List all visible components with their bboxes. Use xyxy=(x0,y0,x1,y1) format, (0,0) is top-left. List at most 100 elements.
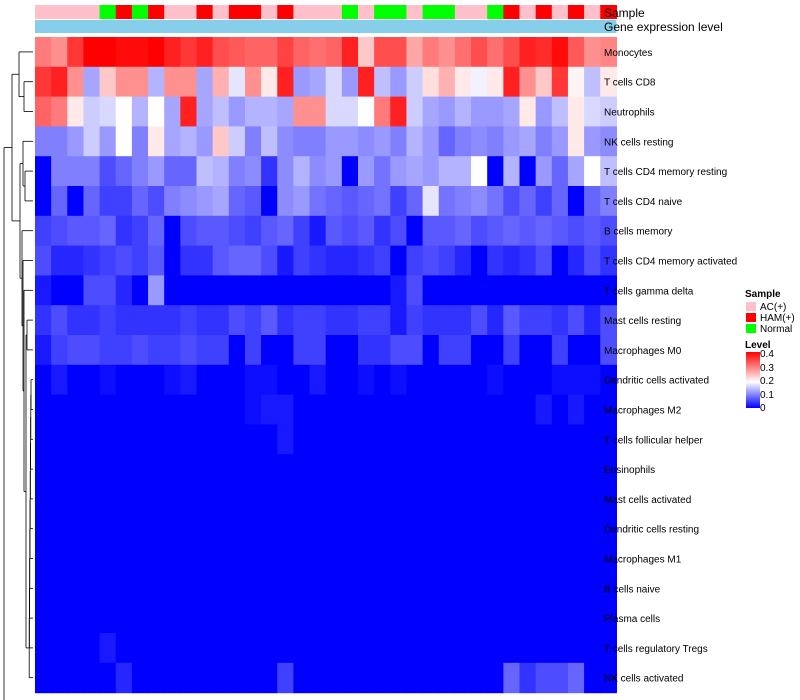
sample-annotation-cell xyxy=(293,5,311,19)
heatmap-cell xyxy=(519,37,537,68)
heatmap-cell xyxy=(454,454,472,485)
heatmap-cell xyxy=(406,37,424,68)
heatmap-cell xyxy=(293,275,311,306)
heatmap-cell xyxy=(212,275,230,306)
heatmap-cell xyxy=(164,543,181,574)
heatmap-cell xyxy=(341,394,359,425)
heatmap-cell xyxy=(277,633,294,664)
heatmap-cell xyxy=(422,543,440,574)
heatmap-cell xyxy=(406,662,424,694)
heatmap-cell xyxy=(584,662,601,694)
heatmap-cell xyxy=(374,215,391,247)
heatmap-cell xyxy=(115,96,133,127)
heatmap-cell xyxy=(584,126,601,157)
heatmap-cell xyxy=(503,37,521,68)
heatmap-cell xyxy=(277,305,294,336)
heatmap-cell xyxy=(519,275,537,306)
heatmap-cell xyxy=(519,96,537,127)
heatmap-cell xyxy=(277,394,294,425)
heatmap-cell xyxy=(67,633,85,664)
sample-annotation-cell xyxy=(374,5,391,19)
heatmap-cell xyxy=(406,335,424,366)
heatmap-cell xyxy=(309,126,327,157)
heatmap-cell xyxy=(83,275,101,306)
heatmap-cell xyxy=(131,335,149,366)
heatmap-cell xyxy=(535,424,553,455)
heatmap-cell xyxy=(341,96,359,127)
heatmap-cell xyxy=(341,454,359,485)
heatmap-cell xyxy=(115,126,133,157)
heatmap-cell xyxy=(519,543,537,574)
heatmap-cell xyxy=(567,633,585,664)
heatmap-cell xyxy=(261,484,278,515)
heatmap-cell xyxy=(115,394,133,425)
heatmap-cell xyxy=(600,66,617,98)
heatmap-cell xyxy=(503,96,521,127)
heatmap-cell xyxy=(131,305,149,336)
heatmap-cell xyxy=(244,633,262,664)
sample-annotation-cell xyxy=(180,5,198,19)
heatmap-cell xyxy=(67,215,85,247)
heatmap-cell xyxy=(390,245,408,276)
heatmap-cell xyxy=(164,662,181,694)
heatmap-cell xyxy=(148,335,165,366)
row-label: Macrophages M2 xyxy=(604,406,682,417)
heatmap-cell xyxy=(277,66,294,98)
legend-label-ham: HAM(+) xyxy=(760,313,795,324)
heatmap-cell xyxy=(51,394,68,425)
heatmap-cell xyxy=(325,633,343,664)
heatmap-cell xyxy=(325,603,343,634)
heatmap-cell xyxy=(503,335,521,366)
heatmap-cell xyxy=(261,573,278,604)
heatmap-cell xyxy=(83,424,101,455)
heatmap-cell xyxy=(148,573,165,604)
heatmap-cell xyxy=(567,96,585,127)
heatmap-cell xyxy=(131,37,149,68)
heatmap-cell xyxy=(261,543,278,574)
heatmap-cell xyxy=(519,364,537,396)
heatmap-cell xyxy=(551,126,569,157)
heatmap-cell xyxy=(535,156,553,187)
heatmap-cell xyxy=(83,513,101,545)
sample-annotation-cell xyxy=(390,5,408,19)
heatmap-cell xyxy=(503,603,521,634)
heatmap-cell xyxy=(519,305,537,336)
heatmap-cell xyxy=(503,424,521,455)
heatmap-cell xyxy=(99,126,117,157)
heatmap-cell xyxy=(277,364,294,396)
heatmap-cell xyxy=(600,275,617,306)
heatmap-cell xyxy=(164,633,181,664)
row-labels: Monocytes T cells CD8 Neutrophils NK cells … xyxy=(604,48,737,685)
heatmap-cell xyxy=(83,662,101,694)
heatmap-cell xyxy=(503,364,521,396)
heatmap-cell xyxy=(584,543,601,574)
heatmap-cell xyxy=(390,484,408,515)
heatmap-cell xyxy=(600,513,617,545)
sample-annotation-cell xyxy=(422,5,440,19)
heatmap-cell xyxy=(35,364,52,396)
heatmap-cell xyxy=(503,245,521,276)
heatmap-cell xyxy=(535,484,553,515)
heatmap-cell xyxy=(277,126,294,157)
heatmap-cell xyxy=(471,633,488,664)
heatmap-cell xyxy=(487,633,504,664)
heatmap-cell xyxy=(471,156,488,187)
sample-annotation-cell xyxy=(228,5,246,19)
heatmap-cell xyxy=(567,275,585,306)
heatmap-cell xyxy=(535,335,553,366)
heatmap-cell xyxy=(228,156,246,187)
heatmap-cell xyxy=(487,513,504,545)
heatmap-cell xyxy=(600,454,617,485)
heatmap-cell xyxy=(83,186,101,217)
heatmap-cell xyxy=(83,126,101,157)
sample-annotation-cell xyxy=(487,5,504,19)
heatmap-cell xyxy=(131,96,149,127)
heatmap-cell xyxy=(584,156,601,187)
heatmap-cell xyxy=(567,543,585,574)
heatmap-cell xyxy=(67,305,85,336)
heatmap-cell xyxy=(503,275,521,306)
heatmap-cell xyxy=(164,215,181,247)
heatmap-cell xyxy=(244,484,262,515)
heatmap-cell xyxy=(567,156,585,187)
heatmap-cell xyxy=(358,662,375,694)
